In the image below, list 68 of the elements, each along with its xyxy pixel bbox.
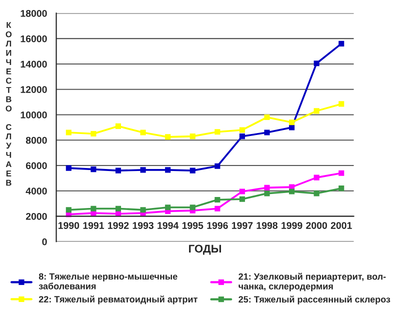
x-tick-label: 1995: [182, 222, 204, 229]
y-tick-label: 0: [42, 238, 47, 246]
point: [90, 206, 96, 212]
legend-label: 21: Узелковый периартерит, вол- чанка, склеродермия: [238, 272, 386, 292]
point: [264, 184, 270, 190]
point: [190, 204, 196, 210]
y-tick-label: 8000: [26, 136, 47, 144]
y-tick-label: 10000: [20, 111, 47, 118]
point: [165, 134, 171, 140]
x-tick-label: 1990: [58, 222, 80, 229]
y-tick-label: 16000: [20, 35, 47, 42]
point: [264, 114, 270, 120]
x-tick-label: 2001: [330, 222, 352, 229]
x-tick-label: 1994: [158, 222, 179, 229]
point: [140, 130, 146, 136]
y-tick-label: 2000: [26, 212, 47, 220]
point: [314, 190, 320, 196]
point: [165, 167, 171, 173]
point: [90, 131, 96, 137]
x-tick-label: 2000: [306, 222, 327, 229]
y-tick-label: 14000: [20, 60, 47, 68]
y-tick-label: 4000: [26, 188, 47, 194]
x-tick-label: 1993: [132, 222, 154, 229]
point: [90, 166, 96, 172]
y-tick-label: 18000: [20, 10, 47, 17]
point: [66, 207, 72, 213]
point: [165, 204, 171, 210]
point: [214, 163, 220, 169]
x-tick-label: 1998: [256, 222, 278, 229]
point: [66, 165, 72, 171]
point: [140, 167, 146, 173]
point: [338, 40, 344, 46]
point: [239, 134, 245, 140]
point: [314, 60, 320, 66]
point: [314, 174, 320, 180]
point: [239, 196, 245, 202]
point: [140, 207, 146, 213]
point: [115, 123, 122, 129]
point: [289, 120, 295, 126]
point: [338, 186, 344, 192]
x-tick-label: 1999: [282, 222, 302, 229]
point: [289, 188, 295, 194]
point: [214, 206, 220, 212]
point: [264, 190, 270, 196]
point: [338, 170, 344, 176]
point: [264, 130, 270, 136]
legend-label: 8: Тяжелые нервно-мышечные заболевания: [38, 273, 178, 290]
point: [190, 168, 196, 174]
x-tick-label: 1991: [83, 222, 104, 229]
legend-label: 22: Тяжелый ревматоидный артрит: [38, 296, 198, 304]
point: [314, 108, 320, 114]
point: [190, 134, 196, 140]
y-tick-label: 12000: [20, 86, 47, 93]
x-axis-title: ГОДЫ: [189, 244, 221, 255]
point: [338, 101, 344, 107]
point: [115, 168, 122, 174]
x-tick-label: 1997: [232, 222, 253, 229]
point: [115, 206, 122, 212]
point: [239, 188, 245, 194]
point: [214, 196, 220, 203]
point: [239, 127, 245, 133]
x-tick-label: 1996: [207, 222, 228, 229]
text: КОЛИЧЕСТВО СЛУЧАЕВ: [6, 22, 12, 186]
y-tick-label: 6000: [26, 162, 47, 170]
point: [66, 130, 72, 136]
point: [214, 129, 220, 135]
x-tick-label: 1992: [108, 222, 129, 229]
legend-label: 25: Тяжелый рассеянный склероз: [238, 296, 390, 304]
